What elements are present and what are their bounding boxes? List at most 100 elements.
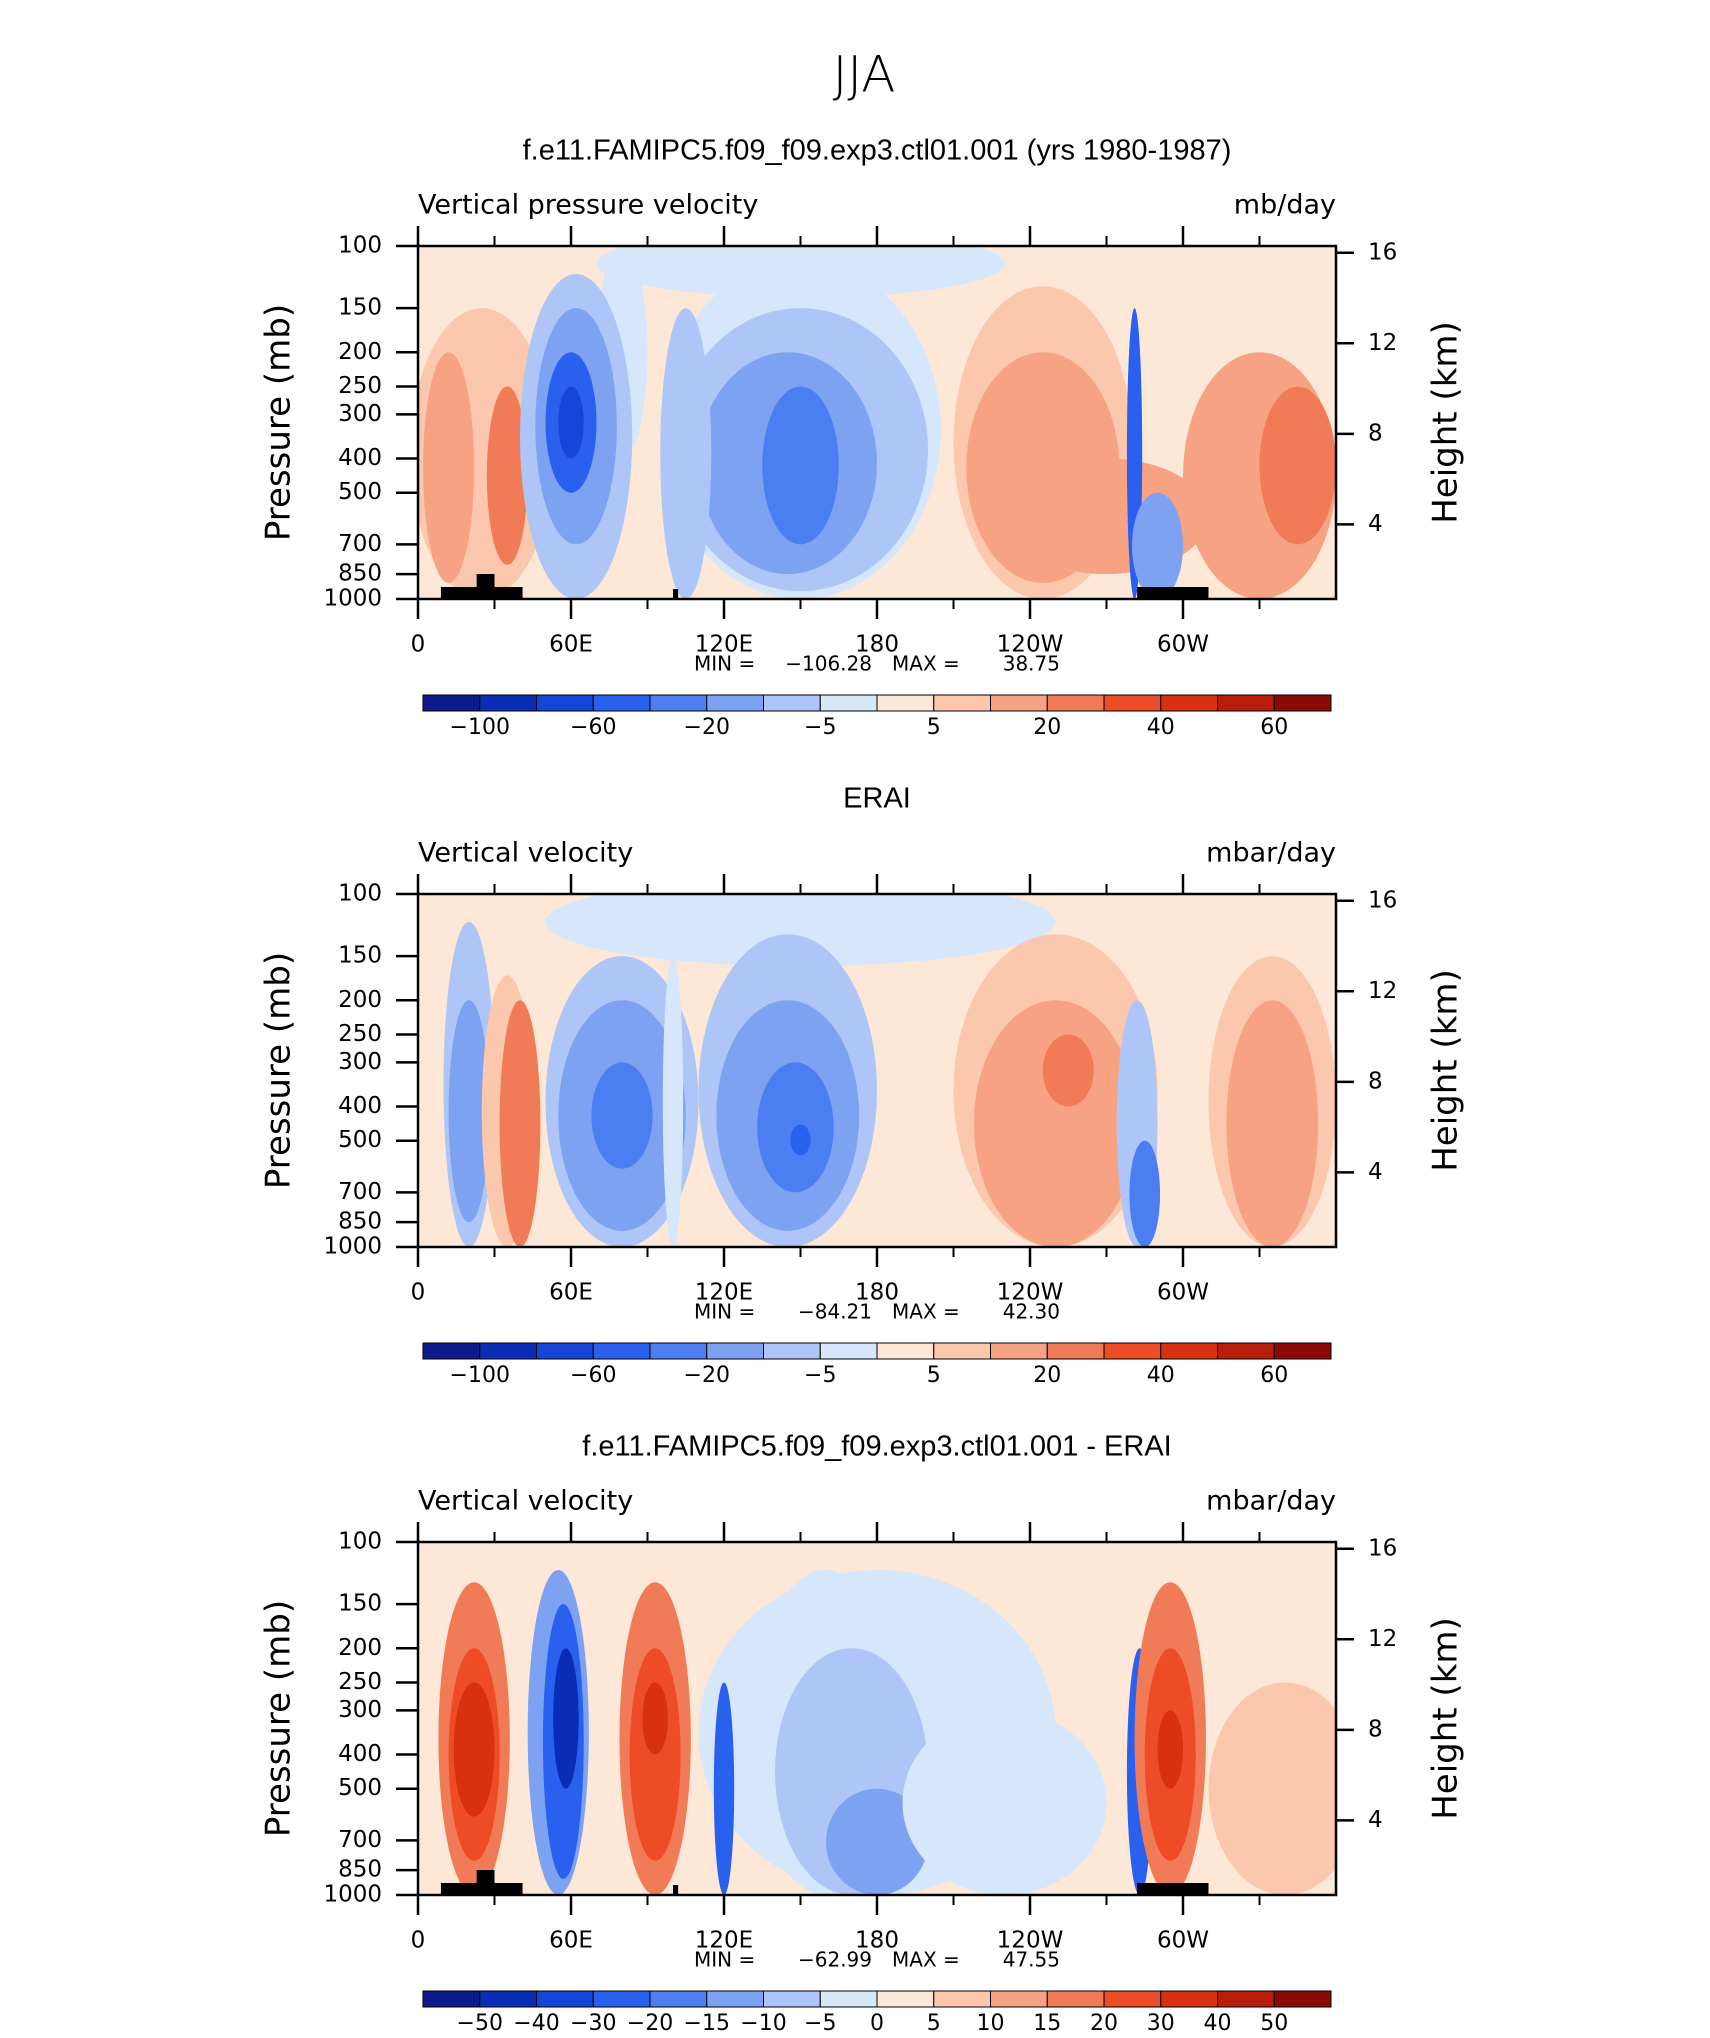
y-tick-label: 200 <box>338 1635 382 1661</box>
left-label: Vertical velocity <box>418 838 633 869</box>
colorbar-box <box>763 1990 821 2008</box>
colorbar-box <box>763 1342 821 1360</box>
y-tick-label: 500 <box>338 479 382 505</box>
colorbar-box <box>592 1342 651 1360</box>
colorbar-label: 0 <box>870 2011 884 2036</box>
contour-region <box>629 1648 681 1861</box>
y2-tick-label: 12 <box>1368 330 1397 356</box>
y-axis-label: Pressure (mb) <box>259 952 299 1189</box>
colorbar-box <box>592 694 651 712</box>
contour-region <box>790 1124 811 1156</box>
panel-title: ERAI <box>843 783 911 815</box>
y2-tick-label: 16 <box>1368 1535 1397 1561</box>
x-tick-label: 120E <box>695 1280 753 1306</box>
colorbar-label: 40 <box>1147 715 1175 740</box>
contour-region <box>762 386 839 545</box>
panel-title: f.e11.FAMIPC5.f09_f09.exp3.ctl01.001 (yr… <box>523 135 1232 167</box>
colorbar-box <box>649 1990 708 2008</box>
colorbar-label: 60 <box>1260 1363 1288 1388</box>
contour-region <box>1259 386 1336 545</box>
x-tick-label: 0 <box>411 1280 426 1306</box>
max-text: MAX = <box>892 1948 960 1972</box>
terrain <box>673 589 679 599</box>
contour-region <box>453 1682 495 1817</box>
y2-tick-label: 12 <box>1368 978 1397 1004</box>
colorbar-box <box>536 694 594 712</box>
x-tick-label: 60W <box>1157 1928 1209 1954</box>
colorbar-label: 30 <box>1147 2011 1175 2036</box>
colorbar-box <box>1217 694 1275 712</box>
colorbar-box <box>990 1990 1048 2008</box>
x-tick-label: 60E <box>549 632 593 658</box>
y-tick-label: 300 <box>338 1697 382 1723</box>
colorbar-box <box>1160 1990 1218 2008</box>
y2-axis-label: Height (km) <box>1426 1617 1466 1820</box>
min-text: MIN = <box>694 1948 755 1972</box>
y2-tick-label: 12 <box>1368 1626 1397 1652</box>
contour-field <box>418 246 1336 599</box>
terrain <box>476 574 495 599</box>
y-tick-label: 400 <box>338 1741 382 1767</box>
contour-region <box>591 1062 653 1169</box>
colorbar-label: −5 <box>804 715 836 740</box>
colorbar-label: −60 <box>570 1363 616 1388</box>
colorbar-box <box>990 694 1048 712</box>
x-tick-label: 180 <box>855 632 899 658</box>
colorbar-box <box>819 694 878 712</box>
colorbar-label: 20 <box>1033 715 1061 740</box>
colorbar-box <box>1160 1342 1218 1360</box>
contour-region <box>486 386 528 565</box>
y-tick-label: 850 <box>338 561 382 587</box>
y-tick-label: 1000 <box>323 1234 382 1260</box>
colorbar-box <box>876 1990 935 2008</box>
colorbar-box <box>876 694 935 712</box>
colorbar-box <box>1046 694 1105 712</box>
colorbar-box <box>1217 1990 1275 2008</box>
y-tick-label: 300 <box>338 1049 382 1075</box>
contour-region <box>423 352 475 583</box>
colorbar-label: 60 <box>1260 715 1288 740</box>
colorbar-box <box>422 1990 481 2008</box>
y-tick-label: 250 <box>338 1021 382 1047</box>
colorbar-box <box>536 1990 594 2008</box>
y-tick-label: 850 <box>338 1857 382 1883</box>
x-tick-label: 120W <box>997 632 1064 658</box>
colorbar-box <box>649 694 708 712</box>
max-text: MAX = <box>892 1300 960 1324</box>
y2-tick-label: 16 <box>1368 239 1397 265</box>
colorbar-box <box>933 694 991 712</box>
contour-region <box>973 1000 1138 1247</box>
colorbar-box <box>479 1990 537 2008</box>
y2-tick-label: 8 <box>1368 1068 1383 1094</box>
colorbar-box <box>1103 694 1162 712</box>
colorbar-box <box>933 1342 991 1360</box>
contour-region <box>553 1648 579 1789</box>
colorbar-label: 40 <box>1147 1363 1175 1388</box>
x-tick-label: 120W <box>997 1280 1064 1306</box>
colorbar-box <box>1103 1990 1162 2008</box>
colorbar-box <box>1046 1342 1105 1360</box>
contour-field <box>418 1542 1336 1895</box>
colorbar-label: −5 <box>804 2011 836 2036</box>
y-axis-label: Pressure (mb) <box>259 304 299 541</box>
colorbar-label: −15 <box>684 2011 730 2036</box>
colorbar-box <box>479 1342 537 1360</box>
colorbar-box <box>990 1342 1048 1360</box>
colorbar-label: −10 <box>740 2011 786 2036</box>
colorbar-box <box>933 1990 991 2008</box>
contour-region <box>545 894 1056 967</box>
colorbar-label: 20 <box>1090 2011 1118 2036</box>
min-text: MIN = <box>694 1300 755 1324</box>
colorbar-box <box>592 1990 651 2008</box>
colorbar-label: −20 <box>684 1363 730 1388</box>
colorbar-label: −40 <box>513 2011 559 2036</box>
y-tick-label: 500 <box>338 1775 382 1801</box>
colorbar-box <box>819 1342 878 1360</box>
x-tick-label: 60W <box>1157 1280 1209 1306</box>
y-tick-label: 400 <box>338 1093 382 1119</box>
terrain <box>673 1885 679 1895</box>
colorbar-box <box>1046 1990 1105 2008</box>
y2-axis-label: Height (km) <box>1426 321 1466 524</box>
